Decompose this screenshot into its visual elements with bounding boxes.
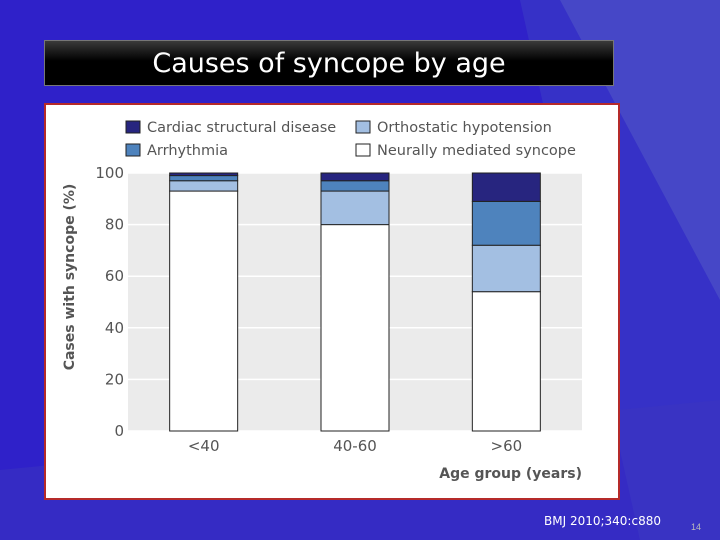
bar-segment <box>320 224 390 432</box>
y-tick-label: 0 <box>114 422 124 440</box>
bar-segment <box>471 172 541 202</box>
legend-label: Neurally mediated syncope <box>377 143 576 159</box>
y-tick-label: 100 <box>95 164 124 182</box>
bar-segment <box>320 190 390 226</box>
bar-segment <box>471 244 541 293</box>
bar-segment <box>169 175 239 182</box>
x-tick-label: 40-60 <box>333 437 377 455</box>
bar-segment <box>169 190 239 432</box>
legend-swatch <box>125 143 141 157</box>
legend-label: Arrhythmia <box>147 143 228 159</box>
bar-segment <box>169 180 239 192</box>
bar-segment <box>471 291 541 432</box>
y-tick-label: 60 <box>105 267 124 285</box>
bar-segment <box>169 172 239 177</box>
legend-swatch <box>355 143 371 157</box>
bar-segment <box>471 200 541 246</box>
slide-number: 14 <box>691 522 702 532</box>
citation: BMJ 2010;340:c880 <box>544 514 661 528</box>
y-tick-label: 80 <box>105 216 124 234</box>
x-axis-label: Age group (years) <box>439 466 582 482</box>
y-tick-label: 20 <box>105 370 124 388</box>
legend-label: Orthostatic hypotension <box>377 120 552 136</box>
x-tick-label: <40 <box>188 437 220 455</box>
slide-title: Causes of syncope by age <box>44 40 614 86</box>
y-axis-label: Cases with syncope (%) <box>62 184 78 371</box>
y-tick-label: 40 <box>105 319 124 337</box>
legend-swatch <box>355 120 371 134</box>
bar-segment <box>320 180 390 192</box>
chart-panel: 0 20 40 60 80 100 <40 40-60 >60 Cardiac structu… <box>44 103 620 500</box>
x-tick-label: >60 <box>491 437 523 455</box>
stacked-bar-chart: 0 20 40 60 80 100 <40 40-60 >60 Cardiac structu… <box>62 120 582 482</box>
legend-swatch <box>125 120 141 134</box>
bar-segment <box>320 172 390 182</box>
legend-label: Cardiac structural disease <box>147 120 336 136</box>
